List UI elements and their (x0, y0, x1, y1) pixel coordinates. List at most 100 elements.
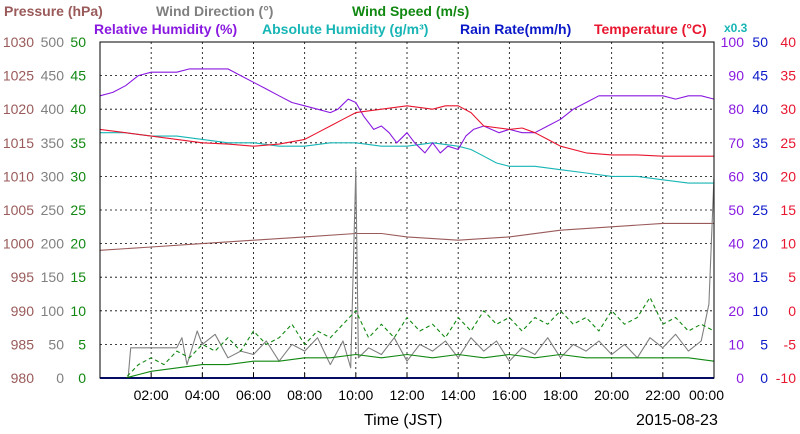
x-tick-label: 14:00 (441, 387, 476, 403)
tick-label-rain-rate: 20 (752, 236, 768, 252)
tick-label-wind-speed: 35 (70, 135, 86, 151)
tick-label-pressure: 1010 (3, 168, 34, 184)
tick-label-wind-speed: 30 (70, 168, 86, 184)
series-relative-humidity (99, 68, 715, 154)
tick-label-wind-speed: 5 (78, 336, 86, 352)
tick-label-humidity: 50 (728, 202, 744, 218)
tick-label-temperature: 5 (788, 269, 796, 285)
tick-label-humidity: 0 (736, 370, 744, 386)
right-axes: 1009080706050403020100504540353025201510… (721, 34, 797, 386)
tick-label-pressure: 1020 (3, 101, 34, 117)
tick-label-rain-rate: 0 (760, 370, 768, 386)
left-axes: 1030102510201015101010051000995990985980… (3, 34, 86, 386)
series-wind-speed-mean (100, 353, 715, 379)
tick-label-temperature: 40 (780, 34, 796, 50)
tick-label-wind-direction: 150 (41, 269, 65, 285)
tick-label-rain-rate: 10 (752, 303, 768, 319)
x-tick-label: 04:00 (185, 387, 220, 403)
tick-label-pressure: 980 (11, 370, 35, 386)
legend-absolute-humidity: Absolute Humidity (g/m³) (262, 21, 428, 37)
tick-label-rain-rate: 50 (752, 34, 768, 50)
tick-label-temperature: 10 (780, 236, 796, 252)
x-tick-label: 00:00 (689, 387, 724, 403)
x-tick-label: 12:00 (389, 387, 424, 403)
x-tick-label: 16:00 (492, 387, 527, 403)
tick-label-rain-rate: 15 (752, 269, 768, 285)
legend-row-bottom: Relative Humidity (%) Absolute Humidity … (94, 21, 748, 37)
tick-label-wind-direction: 200 (41, 236, 65, 252)
tick-label-temperature: -5 (784, 336, 797, 352)
tick-label-rain-rate: 30 (752, 168, 768, 184)
series-wind-direction (100, 169, 715, 379)
tick-label-rain-rate: 45 (752, 68, 768, 84)
tick-label-rain-rate: 5 (760, 336, 768, 352)
tick-label-temperature: 0 (788, 303, 796, 319)
tick-label-humidity: 70 (728, 135, 744, 151)
tick-label-humidity: 10 (728, 336, 744, 352)
tick-label-wind-direction: 300 (41, 168, 65, 184)
x-axis-label: Time (JST) (364, 412, 443, 429)
x-axis: 02:00 04:00 06:00 08:00 10:00 12:00 14:00 16:00… (134, 373, 724, 403)
tick-label-temperature: 25 (780, 135, 796, 151)
tick-label-wind-speed: 45 (70, 68, 86, 84)
tick-label-humidity: 40 (728, 236, 744, 252)
abs-humidity-scale-note: x0.3 (724, 21, 748, 35)
tick-label-pressure: 1005 (3, 202, 34, 218)
tick-label-temperature: 15 (780, 202, 796, 218)
tick-label-pressure: 985 (11, 336, 35, 352)
x-tick-label: 20:00 (594, 387, 629, 403)
tick-label-wind-direction: 0 (56, 370, 64, 386)
legend-rain-rate: Rain Rate(mm/h) (460, 21, 571, 37)
tick-label-temperature: 35 (780, 68, 796, 84)
legend-row-top: Pressure (hPa) Wind Direction (°) Wind S… (4, 3, 469, 19)
tick-label-pressure: 990 (11, 303, 35, 319)
tick-label-pressure: 1025 (3, 68, 34, 84)
tick-label-wind-speed: 40 (70, 101, 86, 117)
tick-label-rain-rate: 25 (752, 202, 768, 218)
legend-temperature: Temperature (°C) (594, 21, 707, 37)
tick-label-pressure: 1030 (3, 34, 34, 50)
tick-label-wind-speed: 15 (70, 269, 86, 285)
series-wind-speed-gust (100, 296, 715, 379)
tick-label-wind-direction: 100 (41, 303, 65, 319)
tick-label-temperature: 20 (780, 168, 796, 184)
tick-label-humidity: 20 (728, 303, 744, 319)
tick-label-wind-speed: 0 (78, 370, 86, 386)
series-temperature (99, 105, 714, 157)
tick-label-wind-direction: 450 (41, 68, 65, 84)
x-tick-label: 08:00 (287, 387, 322, 403)
series-absolute-humidity (100, 132, 714, 184)
tick-label-rain-rate: 40 (752, 101, 768, 117)
tick-label-wind-direction: 400 (41, 101, 65, 117)
x-tick-label: 02:00 (134, 387, 169, 403)
tick-label-wind-direction: 350 (41, 135, 65, 151)
tick-label-wind-direction: 50 (48, 336, 64, 352)
tick-label-wind-direction: 250 (41, 202, 65, 218)
legend-relative-humidity: Relative Humidity (%) (94, 21, 237, 37)
legend-pressure: Pressure (hPa) (4, 3, 103, 19)
tick-label-humidity: 90 (728, 68, 744, 84)
tick-label-wind-speed: 20 (70, 236, 86, 252)
date-label: 2015-08-23 (636, 412, 718, 429)
tick-label-humidity: 100 (721, 34, 745, 50)
series-pressure (99, 222, 714, 251)
tick-label-wind-speed: 10 (70, 303, 86, 319)
tick-label-pressure: 1000 (3, 236, 34, 252)
tick-label-humidity: 60 (728, 168, 744, 184)
x-tick-label: 22:00 (645, 387, 680, 403)
x-tick-label: 18:00 (543, 387, 578, 403)
x-tick-label: 10:00 (338, 387, 373, 403)
legend-wind-speed: Wind Speed (m/s) (352, 3, 469, 19)
tick-label-wind-speed: 25 (70, 202, 86, 218)
tick-label-wind-speed: 50 (70, 34, 86, 50)
tick-label-temperature: 30 (780, 101, 796, 117)
tick-label-wind-direction: 500 (41, 34, 65, 50)
tick-label-rain-rate: 35 (752, 135, 768, 151)
tick-label-humidity: 30 (728, 269, 744, 285)
tick-label-humidity: 80 (728, 101, 744, 117)
x-tick-label: 06:00 (236, 387, 271, 403)
tick-label-temperature: -10 (776, 370, 796, 386)
tick-label-pressure: 995 (11, 269, 35, 285)
legend-wind-direction: Wind Direction (°) (156, 3, 273, 19)
